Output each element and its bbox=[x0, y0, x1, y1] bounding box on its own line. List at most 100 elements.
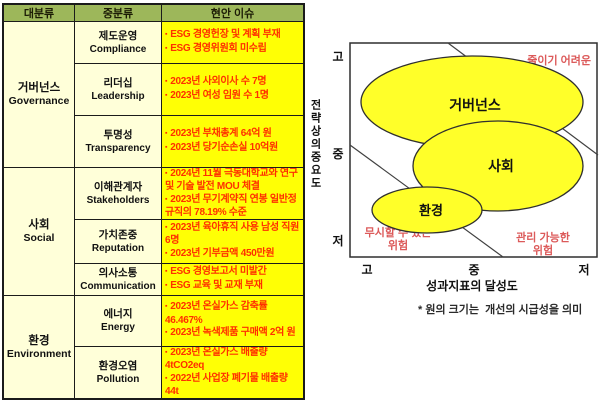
mid-label-en: Reputation bbox=[91, 242, 145, 254]
annotation-manageable-line2: 위험 bbox=[533, 243, 553, 257]
mid-leadership: 리더십 Leadership bbox=[75, 64, 162, 116]
mid-label-en: Communication bbox=[80, 280, 156, 292]
group-social: 사회 Social bbox=[4, 168, 75, 296]
mid-label-ko: 투명성 bbox=[103, 128, 133, 141]
y-axis-title: 전략상의중요도 bbox=[309, 99, 321, 190]
bullet-icon: ▪ bbox=[165, 281, 168, 289]
col-header-middle: 중분류 bbox=[75, 5, 162, 22]
mid-compliance: 제도운영 Compliance bbox=[75, 22, 162, 64]
issues-energy: ▪ 2023년 온실가스 감축률 46.467% ▪ 2023년 녹색제품 구매액 2… bbox=[162, 296, 303, 347]
issue-text: 2023년 기부금액 450만원 bbox=[170, 247, 275, 259]
issue-text: 2023년 사외이사 수 7명 bbox=[170, 76, 267, 87]
bullet-icon: ▪ bbox=[165, 130, 168, 137]
x-tick-high: 고 bbox=[361, 263, 372, 277]
issue-line: ▪ ESG 교육 및 교재 부재 bbox=[165, 280, 302, 294]
issue-line: ▪ 2022년 사업장 폐기물 배출량 44t bbox=[165, 373, 302, 399]
issue-text: 2023년 육아휴직 사용 남성 직원 6명 bbox=[165, 221, 300, 247]
bullet-icon: ▪ bbox=[165, 348, 168, 356]
bullet-icon: ▪ bbox=[165, 169, 168, 177]
bullet-icon: ▪ bbox=[165, 223, 168, 231]
group-label-en: Governance bbox=[8, 95, 70, 107]
issue-line: ▪ 2023년 온실가스 감축률 46.467% bbox=[165, 301, 302, 327]
issue-line: ▪ 2023년 온실가스 배출량 4tCO2eq bbox=[165, 347, 302, 373]
issue-text: 2023년 무기계약직 연봉 일반정규직의 78.19% 수준 bbox=[165, 193, 297, 219]
mid-label-en: Transparency bbox=[85, 142, 151, 154]
mid-label-ko: 환경오염 bbox=[98, 359, 138, 372]
bubble-social bbox=[412, 120, 584, 212]
mid-label-ko: 가치존중 bbox=[98, 228, 138, 241]
issue-line: ▪ 2023년 사외이사 수 7명 bbox=[165, 76, 302, 90]
issues-compliance: ▪ ESG 경영헌장 및 계획 부재 ▪ ESG 경영위원회 미수립 bbox=[162, 22, 303, 64]
issues-stakeholders: ▪ 2024년 11월 극동대학교와 연구 및 기술 발전 MOU 체결 ▪ 2023… bbox=[162, 168, 303, 220]
issue-line: ▪ 2023년 육아휴직 사용 남성 직원 6명 bbox=[165, 222, 302, 248]
bubble-label-governance: 거버넌스 bbox=[449, 97, 501, 113]
issue-line: ▪ ESG 경영헌장 및 계획 부재 bbox=[165, 29, 302, 43]
bullet-icon: ▪ bbox=[165, 143, 168, 151]
group-label-ko: 환경 bbox=[28, 334, 50, 347]
group-environment: 환경 Environment bbox=[4, 296, 75, 398]
materiality-matrix-chart: 줄이기 어려운 무시할 수 있는 위험 관리 가능한 위험 거버넌스 사회 환경… bbox=[332, 42, 599, 316]
issues-communication: ▪ ESG 경영보고서 미발간 ▪ ESG 교육 및 교재 부재 bbox=[162, 264, 303, 296]
mid-label-ko: 의사소통 bbox=[98, 266, 138, 279]
issue-text: 2023년 당기순손실 10억원 bbox=[170, 141, 278, 153]
mid-label-ko: 제도운영 bbox=[98, 29, 138, 42]
mid-energy: 에너지 Energy bbox=[75, 296, 162, 347]
issue-line: ▪ 2023년 부채총계 64억 원 bbox=[165, 128, 302, 142]
mid-label-ko: 에너지 bbox=[103, 308, 133, 320]
mid-reputation: 가치존중 Reputation bbox=[75, 220, 162, 264]
y-tick-mid: 중 bbox=[332, 147, 343, 161]
issue-line: ▪ 2024년 11월 극동대학교와 연구 및 기술 발전 MOU 체결 bbox=[165, 168, 302, 194]
group-label-ko: 거버넌스 bbox=[17, 82, 61, 94]
mid-label-en: Compliance bbox=[89, 43, 147, 55]
bullet-icon: ▪ bbox=[165, 374, 168, 382]
issue-text: ESG 경영헌장 및 계획 부재 bbox=[170, 29, 281, 40]
y-tick-high: 고 bbox=[332, 50, 343, 64]
mid-label-ko: 이해관계자 bbox=[93, 180, 143, 193]
bullet-icon: ▪ bbox=[165, 31, 168, 38]
plot-border bbox=[349, 42, 598, 258]
bullet-icon: ▪ bbox=[165, 78, 168, 85]
bubble-environment bbox=[371, 186, 483, 234]
issue-line: ▪ ESG 경영위원회 미수립 bbox=[165, 43, 302, 57]
y-tick-low: 저 bbox=[332, 233, 343, 248]
bullet-icon: ▪ bbox=[165, 91, 168, 99]
issue-text: 2022년 사업장 폐기물 배출량 44t bbox=[165, 372, 288, 398]
issue-line: ▪ 2023년 무기계약직 연봉 일반정규직의 78.19% 수준 bbox=[165, 194, 302, 220]
issues-leadership: ▪ 2023년 사외이사 수 7명 ▪ 2023년 여성 임원 수 1명 bbox=[162, 64, 303, 116]
group-label-ko: 사회 bbox=[28, 219, 50, 231]
col-header-issues: 현안 이슈 bbox=[162, 5, 303, 22]
issue-text: 2023년 여성 임원 수 1명 bbox=[170, 89, 269, 101]
group-label-en: Social bbox=[23, 232, 55, 244]
issue-line: ▪ 2023년 여성 임원 수 1명 bbox=[165, 90, 302, 104]
annotation-ignorable-line2: 위험 bbox=[388, 238, 408, 252]
mid-label-en: Stakeholders bbox=[86, 194, 150, 206]
col-header-major: 대분류 bbox=[4, 5, 75, 22]
x-tick-mid: 중 bbox=[468, 263, 479, 277]
issues-pollution: ▪ 2023년 온실가스 배출량 4tCO2eq ▪ 2022년 사업장 폐기물 배출… bbox=[162, 347, 303, 398]
bubble-label-environment: 환경 bbox=[419, 203, 443, 218]
mid-label-en: Energy bbox=[101, 322, 135, 333]
bullet-icon: ▪ bbox=[165, 249, 168, 257]
bullet-icon: ▪ bbox=[165, 268, 168, 275]
issue-text: 2023년 녹색제품 구매액 2억 원 bbox=[170, 327, 296, 339]
issue-text: ESG 교육 및 교재 부재 bbox=[170, 279, 263, 291]
x-axis-title: 성과지표의 달성도 bbox=[426, 278, 518, 293]
issues-transparency: ▪ 2023년 부채총계 64억 원 ▪ 2023년 당기순손실 10억원 bbox=[162, 116, 303, 168]
issue-text: 2024년 11월 극동대학교와 연구 및 기술 발전 MOU 체결 bbox=[165, 168, 298, 192]
annotation-hard-to-reduce: 줄이기 어려운 bbox=[527, 53, 591, 67]
issue-text: 2023년 온실가스 감축률 46.467% bbox=[165, 301, 268, 326]
mid-communication: 의사소통 Communication bbox=[75, 264, 162, 296]
issue-text: 2023년 온실가스 배출량 4tCO2eq bbox=[165, 347, 268, 371]
bullet-icon: ▪ bbox=[165, 303, 168, 311]
issue-line: ▪ 2023년 녹색제품 구매액 2억 원 bbox=[165, 327, 302, 341]
annotation-manageable-line1: 관리 가능한 bbox=[516, 230, 570, 244]
issue-text: ESG 경영보고서 미발간 bbox=[170, 266, 267, 277]
issue-text: 2023년 부채총계 64억 원 bbox=[170, 128, 272, 139]
x-tick-low: 저 bbox=[578, 262, 589, 277]
issue-line: ▪ 2023년 기부금액 450만원 bbox=[165, 248, 302, 262]
bullet-icon: ▪ bbox=[165, 44, 168, 52]
mid-label-en: Pollution bbox=[96, 373, 140, 385]
mid-stakeholders: 이해관계자 Stakeholders bbox=[75, 168, 162, 220]
bullet-icon: ▪ bbox=[165, 329, 168, 337]
chart-footnote: * 원의 크기는 개선의 시급성을 의미 bbox=[418, 302, 582, 316]
